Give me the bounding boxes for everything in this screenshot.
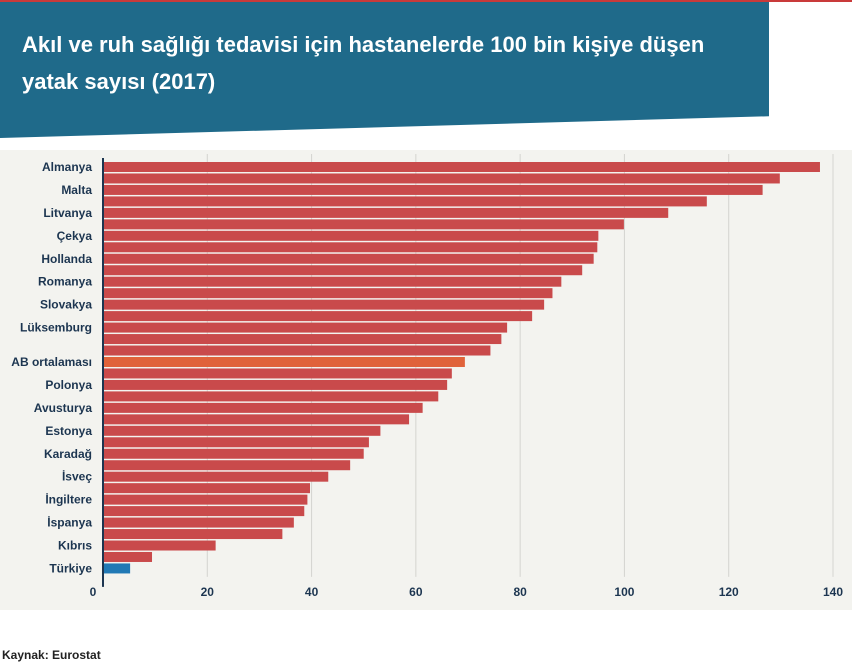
bar-18: [103, 368, 452, 379]
bar-35: [103, 563, 131, 574]
bar-29: [103, 494, 308, 505]
bar-chart: Almanya Malta Litvanya Çekya Hollanda Romanya…: [11, 154, 843, 599]
bar-27: [103, 471, 329, 482]
bar-24: [103, 437, 369, 448]
bar-label-17: AB ortalaması: [11, 355, 92, 369]
bar-6: [103, 230, 599, 241]
x-tick-label-3: 60: [409, 585, 423, 599]
bar-label-21: Avusturya: [34, 401, 93, 415]
bar-label-31: İspanya: [47, 515, 92, 530]
bar-17: [103, 356, 465, 367]
bar-label-10: Romanya: [38, 275, 92, 289]
title-banner: [0, 2, 769, 138]
bar-label-33: Kıbrıs: [58, 539, 92, 553]
bar-25: [103, 448, 364, 459]
x-tick-label-7: 140: [823, 585, 843, 599]
bar-8: [103, 253, 594, 264]
bar-13: [103, 311, 533, 322]
bar-label-29: İngiltere: [45, 492, 92, 507]
bar-4: [103, 207, 669, 218]
bar-33: [103, 540, 216, 551]
bar-2: [103, 184, 763, 195]
top-accent-line: [0, 0, 852, 2]
bar-9: [103, 265, 583, 276]
bar-label-12: Slovakya: [40, 298, 92, 312]
bar-32: [103, 529, 283, 540]
bar-16: [103, 345, 491, 356]
bar-3: [103, 196, 707, 207]
bar-label-23: Estonya: [45, 424, 92, 438]
chart-title: Akıl ve ruh sağlığı tedavisi için hastan…: [22, 32, 705, 94]
bar-label-27: İsveç: [62, 469, 92, 484]
x-tick-label-5: 100: [614, 585, 634, 599]
x-tick-label-0: 0: [90, 585, 97, 599]
bar-14: [103, 322, 508, 333]
bar-7: [103, 242, 598, 253]
bar-label-25: Karadağ: [44, 447, 92, 461]
bar-label-19: Polonya: [45, 378, 92, 392]
bar-28: [103, 483, 311, 494]
bar-label-6: Çekya: [57, 229, 93, 243]
bar-1: [103, 173, 780, 184]
bar-21: [103, 402, 423, 413]
bar-26: [103, 460, 351, 471]
bar-label-8: Hollanda: [41, 252, 92, 266]
bar-22: [103, 414, 410, 425]
bar-19: [103, 379, 448, 390]
bar-30: [103, 506, 305, 517]
bar-23: [103, 425, 381, 436]
bar-0: [103, 162, 820, 172]
x-tick-label-2: 40: [305, 585, 319, 599]
x-tick-label-6: 120: [719, 585, 739, 599]
bar-label-0: Almanya: [42, 160, 92, 174]
bar-31: [103, 517, 294, 528]
bar-20: [103, 391, 439, 402]
x-tick-label-4: 80: [513, 585, 527, 599]
bar-5: [103, 219, 624, 230]
source-note: Kaynak: Eurostat: [2, 648, 101, 662]
x-tick-label-1: 20: [201, 585, 215, 599]
bar-12: [103, 299, 545, 310]
bar-11: [103, 288, 553, 299]
bar-label-14: Lüksemburg: [20, 321, 92, 335]
bar-15: [103, 334, 502, 345]
bar-10: [103, 276, 562, 287]
bar-label-4: Litvanya: [43, 206, 92, 220]
bar-34: [103, 551, 153, 562]
bar-label-2: Malta: [61, 183, 92, 197]
bar-label-35: Türkiye: [49, 561, 92, 575]
